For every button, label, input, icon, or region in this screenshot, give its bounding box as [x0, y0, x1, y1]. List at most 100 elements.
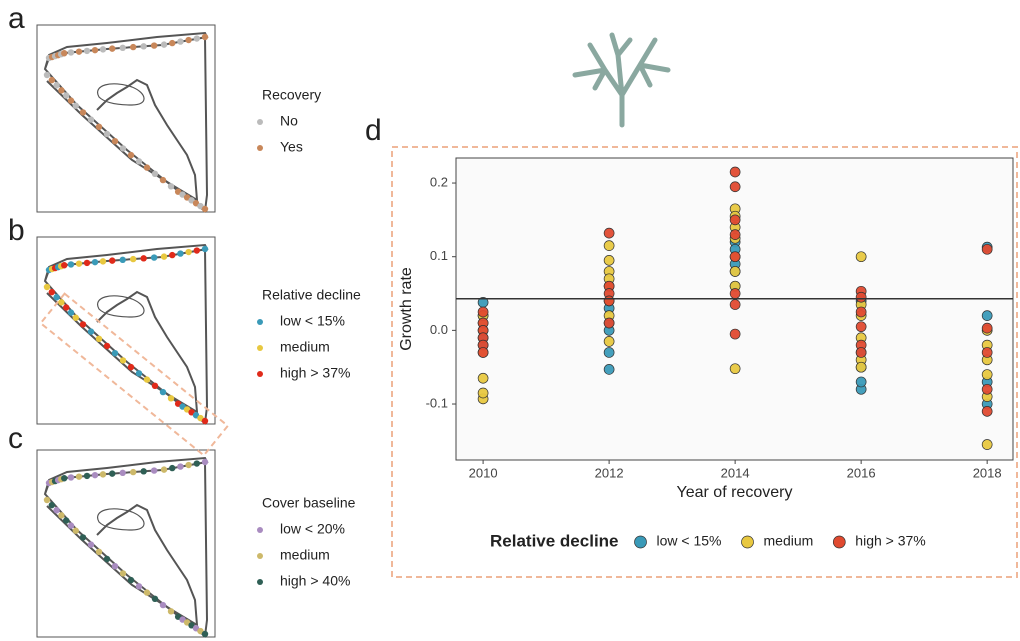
- map-dot: [73, 103, 79, 109]
- point: [478, 347, 488, 357]
- map-dot: [68, 522, 74, 528]
- point: [982, 384, 992, 394]
- map-dot: [194, 35, 200, 41]
- map-dot: [161, 253, 167, 259]
- figure: a b c d RecoveryNoYesRelative declinelow…: [0, 0, 1020, 641]
- map-dot: [152, 171, 158, 177]
- map-dot: [63, 92, 69, 98]
- map-dot: [202, 246, 208, 252]
- map-dot: [152, 383, 158, 389]
- point: [856, 377, 866, 387]
- point: [982, 406, 992, 416]
- legend-label: high > 37%: [280, 365, 350, 381]
- map-dot: [130, 44, 136, 50]
- map-dot: [120, 470, 126, 476]
- point: [478, 373, 488, 383]
- map-dot: [44, 284, 50, 290]
- point: [730, 289, 740, 299]
- map-dot: [130, 256, 136, 262]
- map-dot: [53, 82, 59, 88]
- map-dot: [168, 395, 174, 401]
- map-dot: [58, 512, 64, 518]
- map-dot: [53, 507, 59, 513]
- point: [730, 167, 740, 177]
- map-dot: [76, 473, 82, 479]
- map-dot: [136, 583, 142, 589]
- map-dot: [49, 502, 55, 508]
- point: [604, 241, 614, 251]
- x-axis-label: Year of recovery: [677, 484, 793, 501]
- map-dot: [112, 563, 118, 569]
- map-dot: [194, 247, 200, 253]
- map-dot: [161, 466, 167, 472]
- legend-title: Relative decline: [490, 531, 619, 550]
- point: [982, 323, 992, 333]
- map-dot: [109, 470, 115, 476]
- point: [856, 347, 866, 357]
- map-dot: [168, 608, 174, 614]
- map-dot: [128, 577, 134, 583]
- y-tick-label: 0.0: [430, 322, 448, 337]
- map-dot: [88, 116, 94, 122]
- map-dot: [168, 183, 174, 189]
- point: [730, 300, 740, 310]
- point: [856, 362, 866, 372]
- map-dot: [44, 497, 50, 503]
- map-dot: [160, 177, 166, 183]
- map-dot: [140, 468, 146, 474]
- map-dot: [140, 255, 146, 261]
- legend-label: high > 40%: [280, 573, 350, 589]
- map-dot: [88, 328, 94, 334]
- legend-swatch: [257, 579, 263, 585]
- map-dot: [151, 467, 157, 473]
- map-dot: [80, 534, 86, 540]
- map-dot: [92, 472, 98, 478]
- legend-label: medium: [280, 339, 330, 355]
- map-dot: [160, 602, 166, 608]
- map-dot: [136, 158, 142, 164]
- point: [478, 307, 488, 317]
- map-dot: [88, 541, 94, 547]
- legend-label: medium: [280, 547, 330, 563]
- map-dot: [136, 370, 142, 376]
- x-tick-label: 2012: [595, 465, 624, 480]
- point: [856, 307, 866, 317]
- map-dot: [63, 517, 69, 523]
- map-dot: [128, 152, 134, 158]
- map-dot: [112, 138, 118, 144]
- legend-label: low < 15%: [280, 313, 345, 329]
- legend-swatch: [833, 536, 845, 548]
- map-dot: [120, 570, 126, 576]
- map-dot: [61, 262, 67, 268]
- map-dot: [169, 252, 175, 258]
- map-dot: [151, 42, 157, 48]
- map-dot: [44, 72, 50, 78]
- point: [982, 244, 992, 254]
- point: [730, 230, 740, 240]
- map-dot: [73, 315, 79, 321]
- legend-label: low < 20%: [280, 521, 345, 537]
- map-dot: [53, 294, 59, 300]
- map-dot: [185, 37, 191, 43]
- map-dot: [112, 350, 118, 356]
- point: [856, 292, 866, 302]
- map-dot: [100, 46, 106, 52]
- map-dot: [177, 38, 183, 44]
- y-tick-label: 0.2: [430, 174, 448, 189]
- y-tick-label: -0.1: [426, 395, 448, 410]
- map-dot: [61, 475, 67, 481]
- legend-title: Recovery: [262, 87, 321, 103]
- map-dot: [68, 474, 74, 480]
- map-dot: [109, 45, 115, 51]
- map-dot: [202, 459, 208, 465]
- map-dot: [144, 164, 150, 170]
- y-axis-label: Growth rate: [398, 267, 415, 351]
- point: [478, 388, 488, 398]
- tree-icon: [575, 35, 668, 125]
- point: [982, 311, 992, 321]
- map-dot: [96, 124, 102, 130]
- legend-swatch: [257, 371, 263, 377]
- map-dot: [140, 43, 146, 49]
- map-dot: [92, 259, 98, 265]
- point: [604, 336, 614, 346]
